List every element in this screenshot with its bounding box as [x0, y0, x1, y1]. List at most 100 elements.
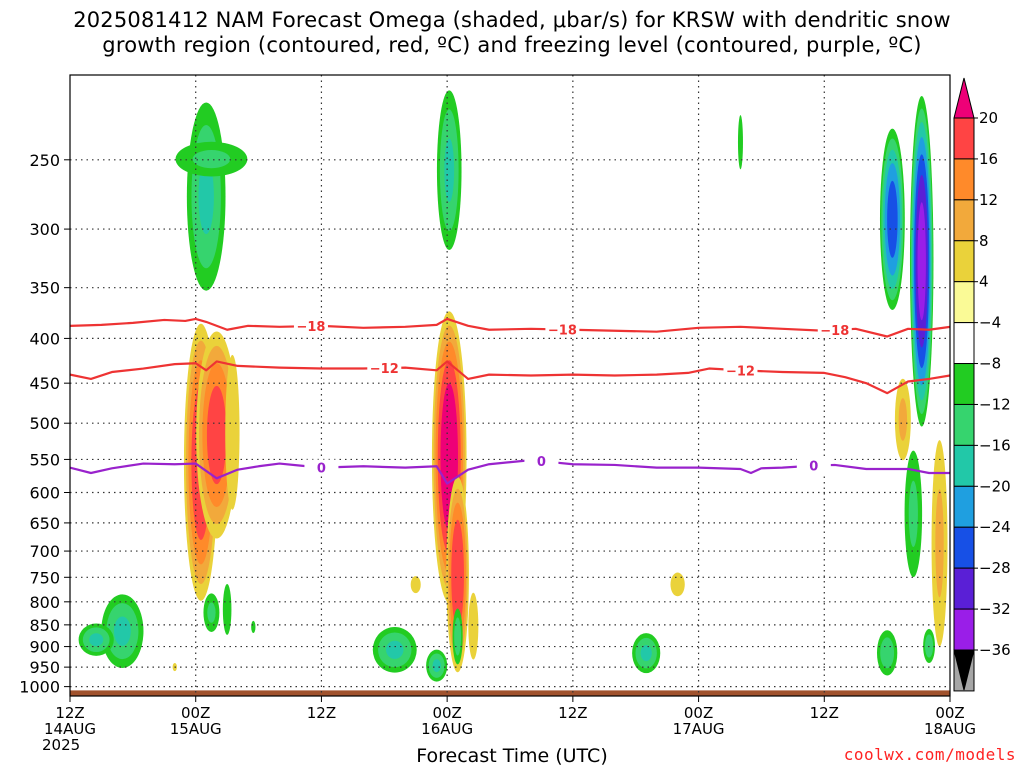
omega-shade	[192, 150, 231, 169]
colorbar-swatch	[953, 608, 975, 651]
omega-shade	[670, 572, 685, 597]
contour-label-bg	[293, 318, 328, 335]
omega-cell	[225, 354, 240, 510]
contour-label: −12	[370, 362, 399, 377]
omega-shade	[887, 180, 898, 258]
omega-cell	[931, 440, 948, 647]
chart-title-line-1: 2025081412 NAM Forecast Omega (shaded, μ…	[73, 8, 951, 32]
contour-label: −18	[296, 320, 325, 335]
x-tick-label: 12Z	[558, 704, 587, 722]
colorbar-swatch	[953, 485, 975, 528]
colorbar-swatch	[953, 322, 975, 365]
x-tick-label: 12Z	[55, 704, 84, 722]
credit-link[interactable]: coolwx.com/models	[843, 745, 1016, 764]
colorbar-label: −32	[979, 600, 1011, 618]
contour-label-bg	[723, 362, 758, 379]
colorbar-bottom-arrow	[953, 649, 975, 691]
omega-cell	[78, 623, 114, 656]
x-axis-label: Forecast Time (UTC)	[416, 745, 608, 767]
omega-shade	[444, 138, 455, 202]
omega-shade	[198, 159, 214, 235]
contour-label-bg	[304, 459, 339, 476]
colorbar-swatch	[953, 281, 975, 324]
omega-cell	[737, 115, 743, 170]
colorbar-label: −20	[979, 477, 1011, 495]
x-tick-label: 00Z	[935, 704, 964, 722]
omega-shade	[432, 659, 441, 673]
colorbar-swatch	[953, 567, 975, 610]
omega-shade	[222, 583, 232, 635]
omega-shade	[908, 480, 918, 548]
x-tick-label: 16AUG	[421, 720, 473, 738]
ground-surface	[70, 690, 950, 696]
contour-label: −18	[820, 324, 849, 339]
colorbar-swatch	[953, 363, 975, 405]
contour-label-bg	[796, 457, 831, 474]
colorbar-label: −24	[979, 518, 1011, 536]
colorbar-swatch	[953, 240, 975, 283]
y-tick-label: 750	[29, 568, 60, 587]
contour-label-bg	[817, 322, 852, 339]
colorbar-label: 4	[979, 273, 989, 291]
y-tick-label: 450	[29, 374, 60, 393]
omega-shade	[386, 640, 404, 659]
contour-label-bg	[524, 453, 559, 470]
colorbar-swatch	[953, 158, 975, 201]
x-tick-label: 17AUG	[673, 720, 725, 738]
omega-cell	[876, 630, 898, 676]
omega-cell	[446, 476, 469, 673]
x-tick-label: 15AUG	[170, 720, 222, 738]
contour-line	[70, 360, 950, 395]
x-tick-label: 00Z	[432, 704, 461, 722]
omega-cell	[101, 594, 144, 668]
pressure-axis: 250 300 350 400 450 500 550 600 650 700 750 800 850 9…	[19, 151, 70, 697]
y-tick-label: 850	[29, 616, 60, 635]
omega-shade	[207, 602, 216, 623]
y-tick-label: 900	[29, 638, 60, 657]
contour-label-bg	[545, 321, 580, 338]
colorbar-label: 12	[979, 191, 998, 209]
omega-shade	[89, 633, 104, 647]
colorbar-label: 16	[979, 150, 998, 168]
omega-cell	[175, 141, 248, 177]
contour-label: 0	[809, 460, 818, 475]
omega-cell	[632, 633, 661, 674]
omega-cell	[372, 626, 417, 673]
y-tick-label: 800	[29, 593, 60, 612]
omega-shade	[206, 385, 227, 485]
colorbar-label: −16	[979, 436, 1011, 454]
omega-cell	[251, 620, 256, 634]
x-tick-label: 12Z	[810, 704, 839, 722]
x-tick-label: 12Z	[307, 704, 336, 722]
colorbar-label: 8	[979, 232, 989, 250]
omega-shade	[737, 115, 743, 170]
omega-cell	[670, 572, 685, 597]
omega-shade	[917, 202, 926, 321]
omega-cell	[894, 378, 911, 461]
x-tick-label: 2025	[42, 736, 80, 754]
y-tick-label: 650	[29, 514, 60, 533]
omega-shade	[225, 354, 240, 510]
omega-field	[70, 90, 950, 696]
colorbar-label: −4	[979, 314, 1001, 332]
omega-cell	[203, 593, 220, 632]
omega-cell	[186, 102, 226, 291]
omega-cell	[879, 128, 905, 311]
colorbar-swatch	[953, 526, 975, 569]
omega-cell	[222, 583, 232, 635]
omega-cell	[436, 90, 462, 250]
colorbar-label: −12	[979, 395, 1011, 413]
y-tick-label: 400	[29, 329, 60, 348]
omega-shade	[880, 637, 895, 669]
omega-shade	[468, 592, 479, 660]
colorbar-swatch	[953, 403, 975, 446]
omega-cell	[410, 576, 421, 594]
omega-cell	[468, 592, 479, 660]
colorbar-label: −8	[979, 355, 1001, 373]
contour-label: 0	[317, 462, 326, 477]
contour-label: −18	[548, 324, 577, 339]
y-tick-label: 600	[29, 483, 60, 502]
omega-shade	[454, 617, 462, 656]
y-tick-label: 700	[29, 542, 60, 561]
colorbar-swatch	[953, 117, 975, 160]
